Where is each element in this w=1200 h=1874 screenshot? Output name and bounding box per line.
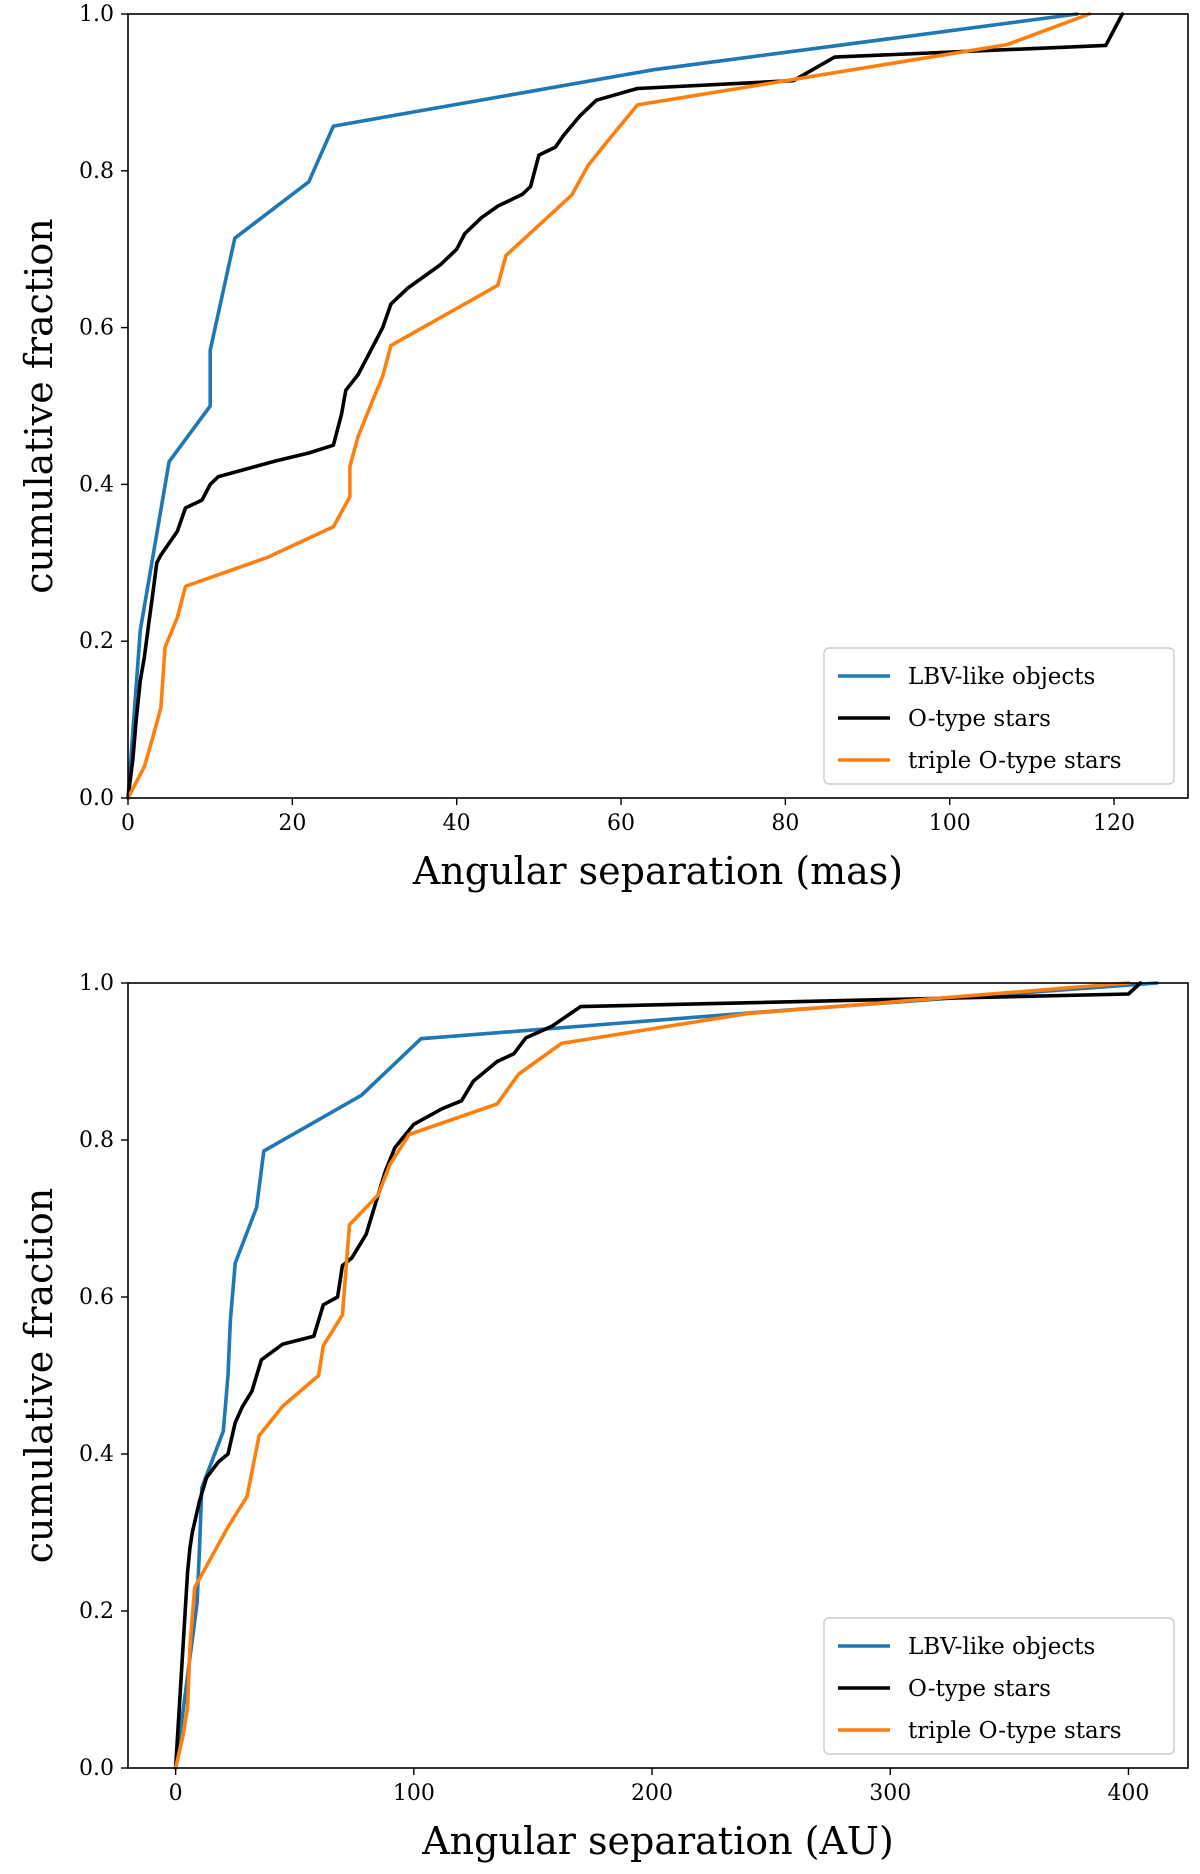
legend-label-o-type-stars: O-type stars (908, 1676, 1051, 1702)
x-tick-label: 40 (443, 811, 471, 836)
y-axis-label: cumulative fraction (17, 218, 61, 593)
y-axis-label: cumulative fraction (17, 1188, 61, 1563)
y-tick-label: 0.0 (79, 1756, 114, 1781)
x-tick-label: 100 (393, 1781, 435, 1806)
legend-label-triple-o-type-stars: triple O-type stars (908, 748, 1122, 774)
plot-frame (127, 982, 1189, 1769)
series-group (126, 12, 1125, 800)
y-tick-label: 0.4 (79, 472, 114, 497)
series-line-triple-o-type-stars (173, 981, 1131, 1770)
legend: LBV-like objects O-type stars triple O-typ… (823, 1617, 1175, 1755)
x-tick-label: 300 (869, 1781, 911, 1806)
series-line-lbv-like-objects (173, 981, 1159, 1770)
legend-label-triple-o-type-stars: triple O-type stars (908, 1718, 1122, 1744)
x-tick-label: 0 (169, 1781, 183, 1806)
y-tick-label: 0.0 (79, 786, 114, 811)
legend-label-lbv-like-objects: LBV-like objects (908, 664, 1095, 690)
series-line-lbv-like-objects (126, 12, 1079, 800)
x-tick-label: 200 (631, 1781, 673, 1806)
legend: LBV-like objects O-type stars triple O-typ… (823, 647, 1175, 785)
series-group (173, 981, 1159, 1770)
series-line-o-type-stars (173, 981, 1143, 1770)
panel-top: 0 20 40 60 80 100 120 0.0 0.2 0.4 0.6 0.8 1.0 Angular… (17, 2, 1189, 893)
y-tick-label: 1.0 (79, 2, 114, 27)
panel-bottom: 0 100 200 300 400 0.0 0.2 0.4 0.6 0.8 1.0 Angular s… (17, 971, 1189, 1863)
legend-frame (823, 1617, 1175, 1755)
x-tick-label: 0 (121, 811, 135, 836)
y-tick-label: 0.8 (79, 1128, 114, 1153)
y-tick-label: 0.2 (79, 629, 114, 654)
x-tick-label: 120 (1093, 811, 1135, 836)
y-tick-label: 0.2 (79, 1599, 114, 1624)
x-axis-label: Angular separation (AU) (421, 1819, 894, 1863)
y-tick-label: 0.8 (79, 159, 114, 184)
y-tick-label: 0.4 (79, 1442, 114, 1467)
x-tick-label: 400 (1107, 1781, 1149, 1806)
legend-label-o-type-stars: O-type stars (908, 706, 1051, 732)
series-line-triple-o-type-stars (126, 12, 1092, 800)
x-axis-label: Angular separation (mas) (412, 849, 903, 893)
legend-frame (823, 647, 1175, 785)
x-tick-label: 20 (278, 811, 306, 836)
legend-label-lbv-like-objects: LBV-like objects (908, 1634, 1095, 1660)
x-tick-label: 80 (771, 811, 799, 836)
y-tick-label: 1.0 (79, 971, 114, 996)
x-tick-label: 60 (607, 811, 635, 836)
y-tick-label: 0.6 (79, 1285, 114, 1310)
plot-frame (127, 13, 1189, 799)
y-tick-label: 0.6 (79, 316, 114, 341)
x-tick-label: 100 (929, 811, 971, 836)
series-line-o-type-stars (126, 12, 1125, 800)
